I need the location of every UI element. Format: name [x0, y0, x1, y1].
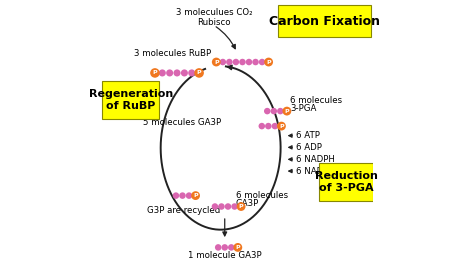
Circle shape	[265, 123, 272, 129]
Text: P: P	[153, 70, 157, 75]
Text: 6 molecules: 6 molecules	[290, 96, 342, 105]
Circle shape	[228, 244, 235, 251]
Text: P: P	[193, 193, 198, 198]
Circle shape	[231, 203, 238, 210]
Text: 6 NADPH: 6 NADPH	[296, 155, 335, 164]
Circle shape	[264, 108, 271, 114]
Circle shape	[221, 244, 228, 251]
Text: 6 ADP: 6 ADP	[296, 143, 321, 152]
Circle shape	[226, 59, 233, 65]
Text: 6 NADP+: 6 NADP+	[296, 167, 335, 176]
Circle shape	[264, 58, 273, 67]
Text: G3P are recycled: G3P are recycled	[147, 206, 220, 215]
Text: 3 moleculues CO₂: 3 moleculues CO₂	[175, 7, 252, 16]
Circle shape	[233, 243, 242, 252]
FancyBboxPatch shape	[102, 81, 159, 119]
Circle shape	[212, 58, 221, 67]
Text: Regeneration
of RuBP: Regeneration of RuBP	[89, 89, 173, 111]
Circle shape	[277, 108, 283, 114]
Text: GA3P: GA3P	[236, 199, 259, 208]
Text: Carbon Fixation: Carbon Fixation	[269, 15, 380, 28]
Circle shape	[194, 68, 204, 78]
Circle shape	[212, 203, 218, 210]
Circle shape	[225, 203, 231, 210]
Circle shape	[150, 68, 160, 78]
Circle shape	[188, 69, 195, 76]
Circle shape	[237, 202, 246, 211]
Circle shape	[191, 191, 200, 200]
Circle shape	[166, 69, 173, 76]
Circle shape	[215, 244, 221, 251]
Text: P: P	[197, 70, 201, 75]
Circle shape	[259, 59, 265, 65]
Circle shape	[258, 123, 265, 129]
FancyBboxPatch shape	[278, 5, 371, 38]
Text: P: P	[236, 245, 240, 250]
Text: Reduction
of 3-PGA: Reduction of 3-PGA	[315, 171, 377, 193]
Text: 6 molecules: 6 molecules	[236, 191, 288, 200]
Text: P: P	[266, 59, 271, 65]
Circle shape	[186, 192, 192, 199]
Text: 1 molecule GA3P: 1 molecule GA3P	[188, 251, 262, 260]
Circle shape	[179, 192, 186, 199]
Text: 3-PGA: 3-PGA	[290, 104, 317, 113]
Text: 3 ADP: 3 ADP	[117, 92, 143, 101]
Text: 3 ATP: 3 ATP	[119, 102, 143, 112]
Text: P: P	[279, 124, 284, 129]
Circle shape	[272, 123, 278, 129]
Text: 5 molecules GA3P: 5 molecules GA3P	[143, 118, 221, 127]
Text: P: P	[284, 109, 289, 114]
Circle shape	[159, 69, 166, 76]
Text: 3 molecules RuBP: 3 molecules RuBP	[134, 49, 211, 58]
FancyBboxPatch shape	[319, 163, 374, 201]
Circle shape	[173, 192, 179, 199]
Text: 6 ATP: 6 ATP	[296, 131, 319, 140]
Text: P: P	[214, 59, 219, 65]
Text: P: P	[239, 204, 244, 209]
Circle shape	[173, 69, 181, 76]
Circle shape	[252, 59, 259, 65]
Circle shape	[181, 69, 188, 76]
Circle shape	[219, 59, 226, 65]
Circle shape	[218, 203, 225, 210]
Circle shape	[233, 59, 239, 65]
Circle shape	[239, 59, 246, 65]
Circle shape	[271, 108, 277, 114]
Text: Rubisco: Rubisco	[197, 18, 230, 27]
Circle shape	[246, 59, 252, 65]
Circle shape	[277, 122, 286, 130]
Circle shape	[283, 107, 292, 116]
